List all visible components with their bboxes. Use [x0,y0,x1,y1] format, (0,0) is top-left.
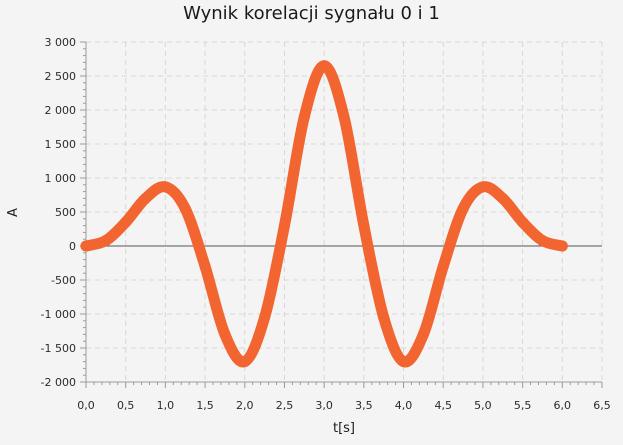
data-point [457,203,469,215]
data-point [398,356,410,368]
y-tick-label: -2 000 [41,376,76,389]
data-point [497,192,509,204]
data-point [199,260,211,272]
data-point [536,235,548,247]
data-point [140,192,152,204]
y-tick-label: 1 000 [45,172,77,185]
data-point [338,111,350,123]
y-tick-label: -1 000 [41,308,76,321]
x-tick-label: 1,0 [157,399,175,412]
y-tick-label: 500 [55,206,76,219]
data-point [437,260,449,272]
data-point [318,60,330,72]
data-point [179,203,191,215]
x-tick-label: 6,0 [554,399,572,412]
data-point [120,216,132,228]
y-tick-label: -500 [51,274,76,287]
data-point [417,328,429,340]
data-point [100,235,112,247]
data-point [219,328,231,340]
data-point [259,311,271,323]
y-tick-label: 2 500 [45,70,77,83]
x-tick-label: 0,0 [77,399,95,412]
data-point [517,216,529,228]
x-axis-label: t[s] [332,421,355,436]
data-point [358,220,370,232]
data-point [556,240,568,252]
x-tick-label: 4,0 [395,399,413,412]
data-point [80,240,92,252]
y-tick-label: 2 000 [45,104,77,117]
y-tick-label: -1 500 [41,342,76,355]
y-tick-label: 1 500 [45,138,77,151]
x-tick-label: 1,5 [196,399,214,412]
data-point [159,181,171,193]
x-tick-label: 2,0 [236,399,254,412]
data-point [477,181,489,193]
x-tick-label: 0,5 [117,399,135,412]
y-axis-label: A [5,208,21,217]
x-tick-label: 6,5 [593,399,611,412]
y-tick-label: 0 [69,240,76,253]
x-tick-label: 5,0 [474,399,492,412]
data-point [298,111,310,123]
data-point [239,356,251,368]
x-tick-label: 4,5 [434,399,452,412]
data-point [378,311,390,323]
chart-title: Wynik korelacji sygnału 0 i 1 [183,3,440,24]
x-tick-label: 3,0 [315,399,333,412]
x-tick-label: 5,5 [514,399,532,412]
x-tick-label: 3,5 [355,399,373,412]
y-tick-label: 3 000 [45,36,77,49]
data-point [278,220,290,232]
x-tick-label: 2,5 [276,399,294,412]
